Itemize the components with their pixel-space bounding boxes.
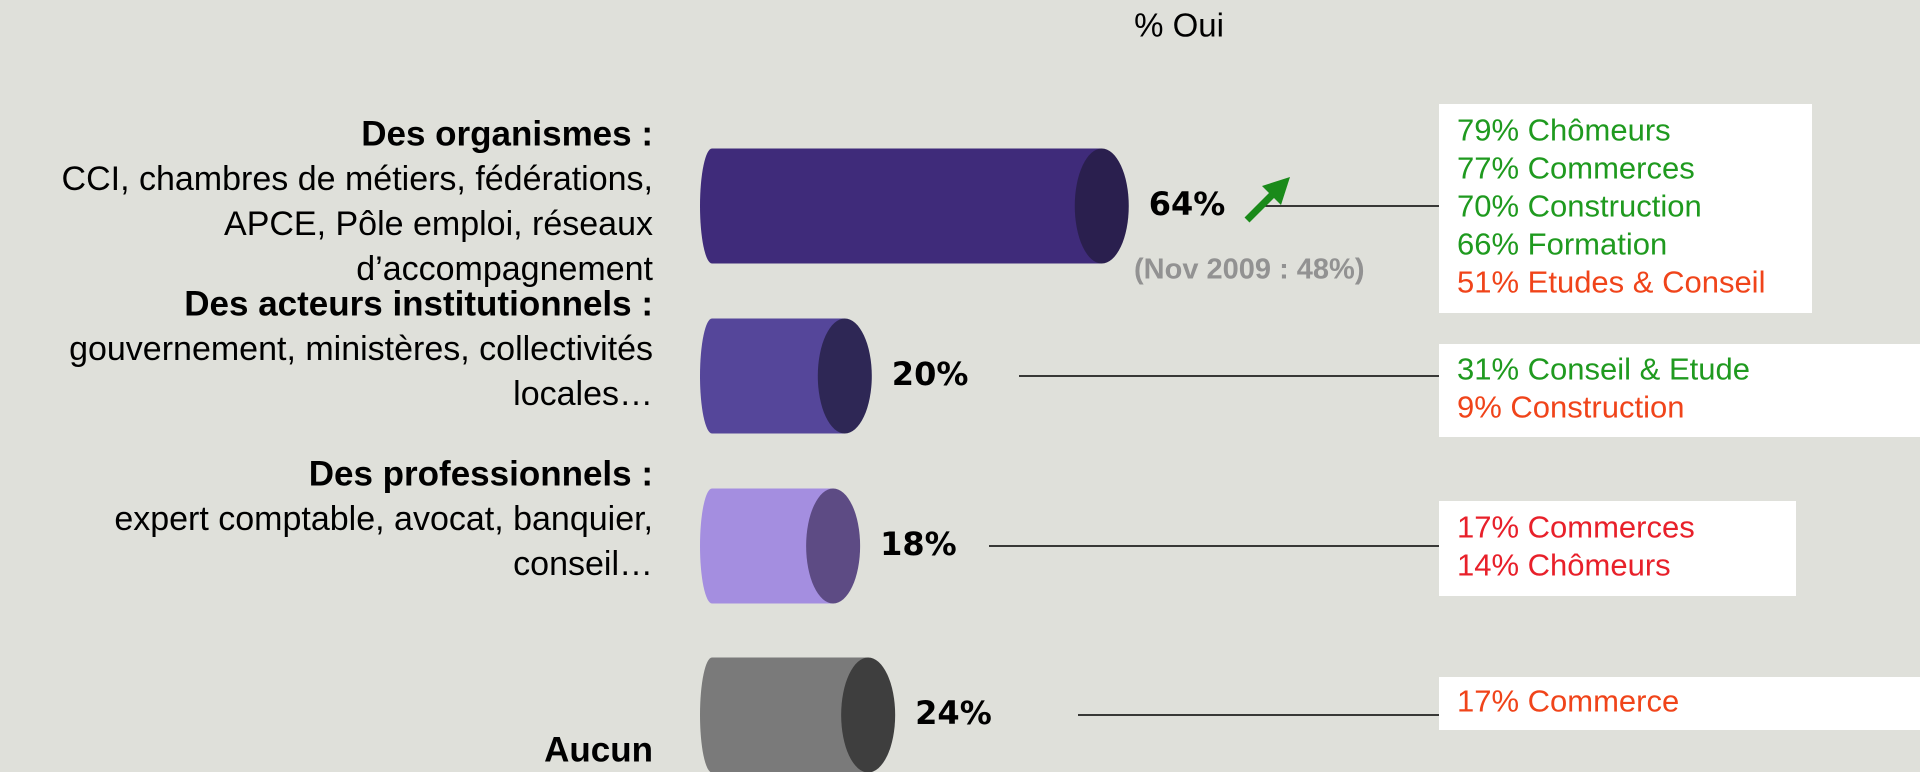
breakdown-item: 9% Construction: [1457, 390, 1684, 425]
category-label: Aucun: [544, 730, 653, 769]
breakdown-item: 70% Construction: [1457, 189, 1702, 224]
category-detail: APCE, Pôle emploi, réseaux: [224, 205, 653, 243]
value-label: 20%: [892, 355, 969, 393]
category-detail: expert comptable, avocat, banquier,: [114, 500, 653, 538]
breakdown-box: [1439, 104, 1812, 313]
breakdown-box: [1439, 677, 1920, 730]
breakdown-item: 17% Commerce: [1457, 684, 1679, 719]
breakdown-item: 51% Etudes & Conseil: [1457, 265, 1765, 300]
category-detail: CCI, chambres de métiers, fédérations,: [62, 160, 653, 198]
value-label: 64%: [1149, 185, 1226, 223]
bar-end: [841, 657, 896, 772]
breakdown-item: 66% Formation: [1457, 227, 1667, 262]
chart-title: % Oui: [1134, 7, 1224, 44]
category-label: Des acteurs institutionnels :: [184, 284, 653, 323]
category-label: Des organismes :: [361, 114, 653, 153]
category-detail: locales…: [513, 375, 653, 413]
category-detail: gouvernement, ministères, collectivités: [69, 330, 653, 368]
breakdown-item: 77% Commerces: [1457, 151, 1695, 186]
breakdown-item: 14% Chômeurs: [1457, 548, 1671, 583]
category-detail: conseil…: [513, 545, 653, 583]
breakdown-item: 79% Chômeurs: [1457, 113, 1671, 148]
bar-end: [1074, 148, 1129, 264]
breakdown-box: [1439, 344, 1920, 437]
bar-end: [817, 318, 872, 434]
breakdown-box: [1439, 501, 1796, 596]
category-label: Des professionnels :: [309, 454, 653, 493]
value-label: 18%: [880, 525, 957, 563]
value-label: 24%: [915, 694, 992, 732]
breakdown-item: 17% Commerces: [1457, 510, 1695, 545]
annotation: (Nov 2009 : 48%): [1134, 254, 1365, 286]
breakdown-item: 31% Conseil & Etude: [1457, 352, 1750, 387]
category-detail: d’accompagnement: [356, 250, 653, 288]
bar-shade: [712, 148, 1102, 264]
bar-end: [806, 488, 861, 604]
trend-arrow-head: [1262, 177, 1290, 205]
